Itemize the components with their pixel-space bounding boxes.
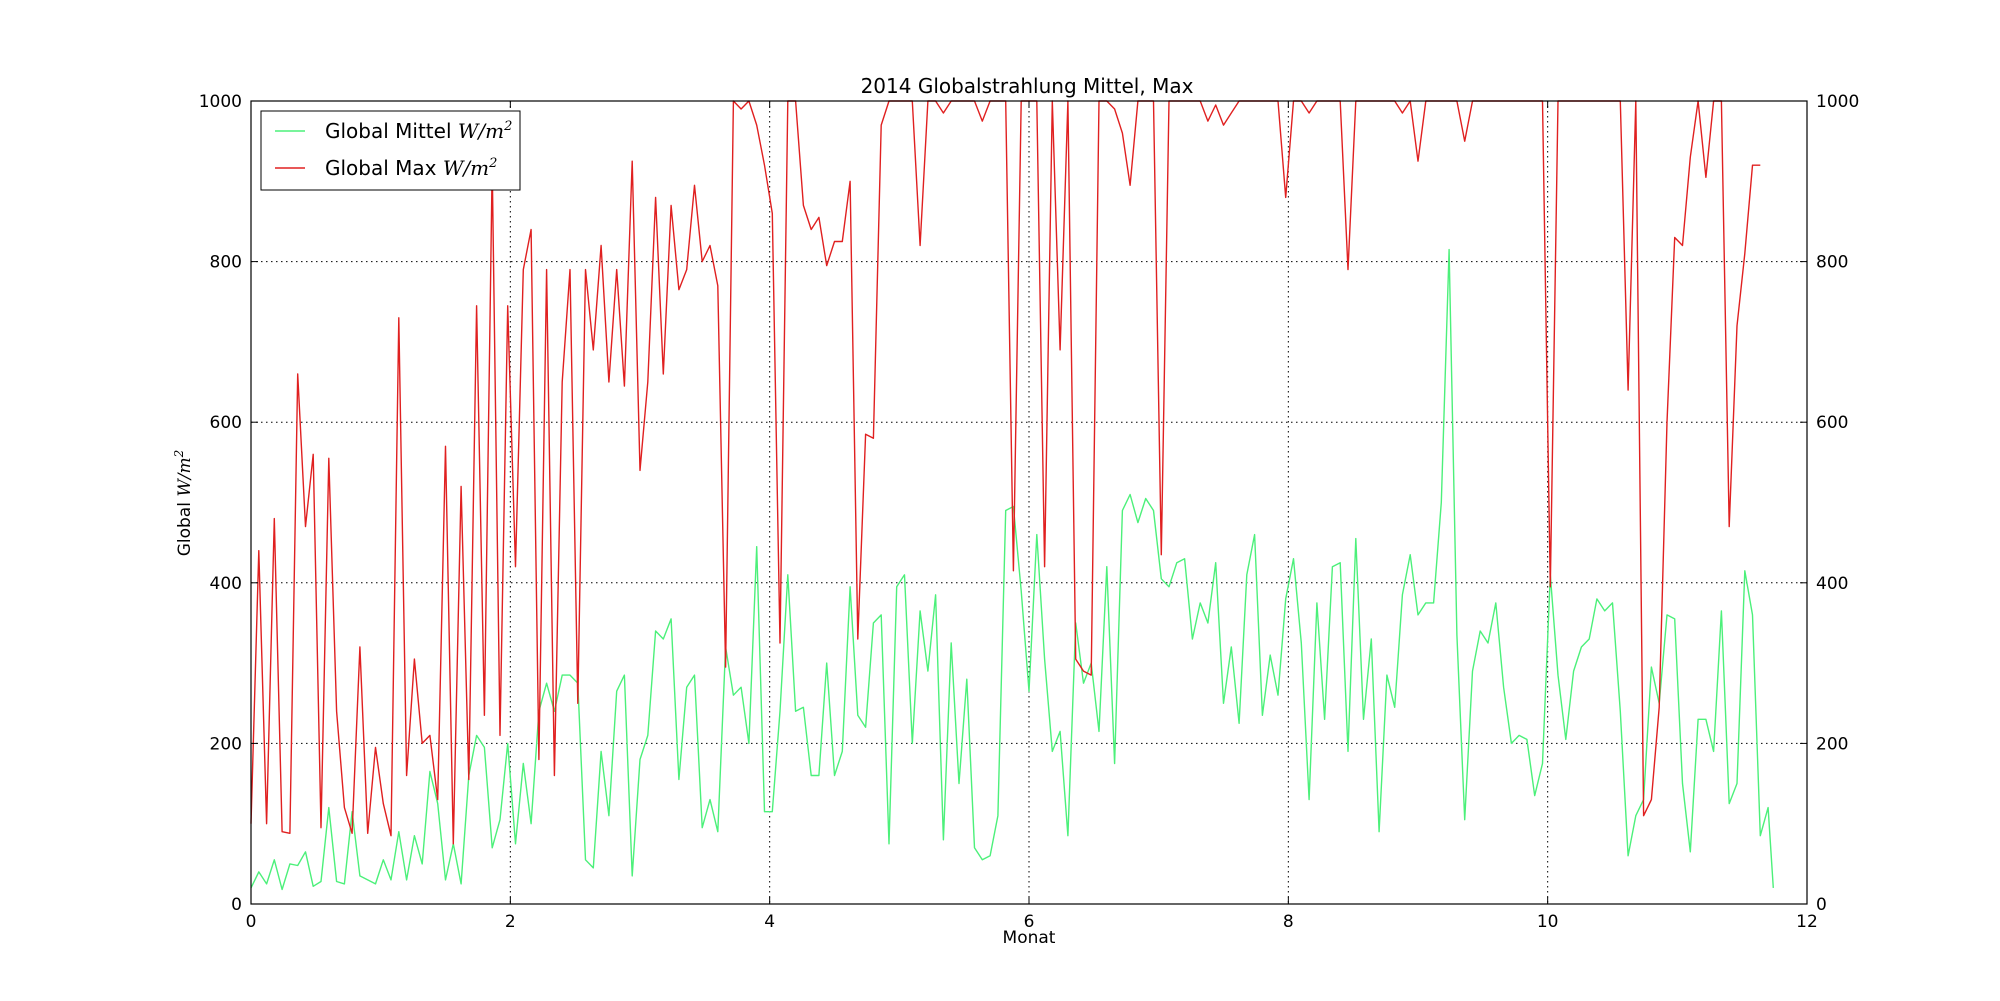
y-tick-label-left: 1000: [199, 92, 242, 112]
y-tick-label-right: 600: [1816, 413, 1848, 433]
legend-entry-mittel-name: Global Mittel: [325, 119, 452, 143]
legend-entry-max-name: Global Max: [325, 156, 437, 180]
series-line-global-mittel: [250, 248, 1774, 891]
y-tick-label-right: 0: [1816, 895, 1827, 915]
legend-entry-max-unit-exponent: 2: [488, 156, 497, 171]
legend-entry-max-unit: W/m: [443, 156, 489, 180]
y-axis-label: Global W/m2: [172, 450, 195, 557]
legend: Global Mittel W/m2 Global Max W/m2: [260, 110, 521, 191]
legend-box: [260, 110, 521, 191]
ticks: [250, 100, 1808, 905]
x-tick-labels: 0 2 4 6 8 10 12: [246, 912, 1818, 932]
legend-entry-mittel-unit: W/m: [458, 119, 504, 143]
x-tick-label: 10: [1537, 912, 1559, 932]
x-tick-label: 2: [505, 912, 516, 932]
chart-title: 2014 Globalstrahlung Mittel, Max: [861, 74, 1194, 98]
x-tick-label: 4: [764, 912, 775, 932]
y-tick-label-left: 200: [210, 734, 242, 754]
y-tick-label-left: 400: [210, 574, 242, 594]
x-tick-label: 6: [1024, 912, 1035, 932]
y-tick-label-right: 800: [1816, 253, 1848, 273]
legend-entry-mittel-unit-exponent: 2: [503, 119, 512, 134]
legend-entry-max: Global Max W/m2: [325, 156, 497, 180]
y-tick-label-left: 0: [231, 895, 242, 915]
y-tick-label-right: 400: [1816, 574, 1848, 594]
x-tick-label: 12: [1796, 912, 1818, 932]
y-tick-label-left: 600: [210, 413, 242, 433]
y-tick-label-right: 1000: [1816, 92, 1859, 112]
y-tick-labels-left: 0 200 400 600 800 1000: [199, 92, 242, 915]
legend-entry-mittel: Global Mittel W/m2: [325, 119, 512, 143]
x-tick-label: 0: [246, 912, 257, 932]
y-tick-labels-right: 0 200 400 600 800 1000: [1816, 92, 1859, 915]
y-axis-label-unit: W/m: [175, 457, 195, 496]
y-tick-label-right: 200: [1816, 734, 1848, 754]
x-tick-label: 8: [1283, 912, 1294, 932]
x-axis-label: Monat: [1003, 928, 1056, 948]
y-axis-label-unit-exponent: 2: [172, 450, 186, 459]
y-axis-label-text: Global: [175, 502, 195, 556]
y-tick-label-left: 800: [210, 253, 242, 273]
